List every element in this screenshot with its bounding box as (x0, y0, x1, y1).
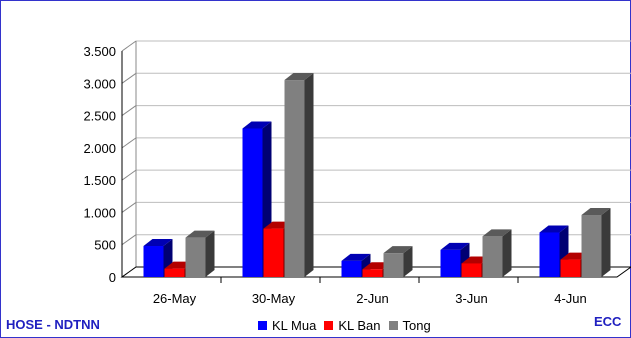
x-tick-label: 30-May (252, 291, 296, 306)
bar-top (143, 239, 173, 247)
wall-tick-line (121, 202, 137, 213)
y-tick-label: 1.000 (83, 205, 116, 220)
x-tick-label: 26-May (153, 291, 197, 306)
bar (242, 128, 263, 277)
bar-top (242, 121, 272, 129)
bar (560, 259, 581, 277)
y-tick-label: 2.000 (83, 141, 116, 156)
x-tick-label: 2-Jun (356, 291, 389, 306)
legend-item: Tong (388, 318, 431, 333)
footer-right-label: ECC (594, 314, 622, 329)
bar-top (581, 208, 611, 216)
legend-swatch (258, 321, 267, 330)
bar-side (205, 230, 215, 277)
footer-left-label: HOSE - NDTNN (6, 317, 100, 332)
bar (383, 253, 404, 277)
legend-label: KL Mua (272, 318, 317, 333)
y-tick-label: 2.500 (83, 109, 116, 124)
y-tick-label: 1.500 (83, 173, 116, 188)
bar (362, 269, 383, 277)
wall-tick-line (121, 72, 137, 84)
bar (263, 228, 284, 277)
wall-tick-line (121, 137, 137, 149)
bar (461, 263, 482, 277)
bar-top (341, 253, 371, 261)
bar-top (284, 73, 314, 81)
bar-top (440, 242, 470, 250)
bar-side (502, 229, 512, 277)
legend-label: KL Ban (338, 318, 381, 333)
y-tick-label: 3.500 (83, 44, 116, 59)
bar-top (482, 229, 512, 237)
bar-side (304, 73, 314, 277)
bar-top (383, 246, 413, 254)
bar (284, 80, 305, 277)
bar (164, 268, 185, 277)
legend-label: Tong (402, 318, 431, 333)
bar (341, 260, 362, 277)
y-tick-label: 3.000 (83, 76, 116, 91)
wall-tick-line (121, 169, 137, 181)
wall-tick-line (121, 40, 137, 52)
legend-item: KL Mua (258, 318, 316, 333)
legend-item: KL Ban (324, 318, 381, 333)
bar-side (601, 208, 611, 277)
wall-tick-line (121, 105, 137, 116)
wall-tick-line (121, 234, 137, 246)
legend-swatch (388, 321, 398, 330)
x-tick-label: 4-Jun (554, 291, 587, 306)
bar-top (185, 230, 215, 238)
bar-side (403, 246, 413, 277)
bar (440, 249, 461, 277)
y-tick-label: 500 (94, 238, 116, 253)
bar (185, 237, 206, 277)
bar (143, 246, 164, 277)
bar (482, 236, 503, 277)
bar (539, 232, 560, 277)
legend-swatch (324, 321, 334, 330)
bar-top (539, 225, 569, 233)
y-tick-label: 0 (109, 270, 116, 285)
x-tick-label: 3-Jun (455, 291, 488, 306)
chart-legend: KL Mua KL Ban Tong (258, 318, 439, 333)
bar (581, 215, 602, 277)
